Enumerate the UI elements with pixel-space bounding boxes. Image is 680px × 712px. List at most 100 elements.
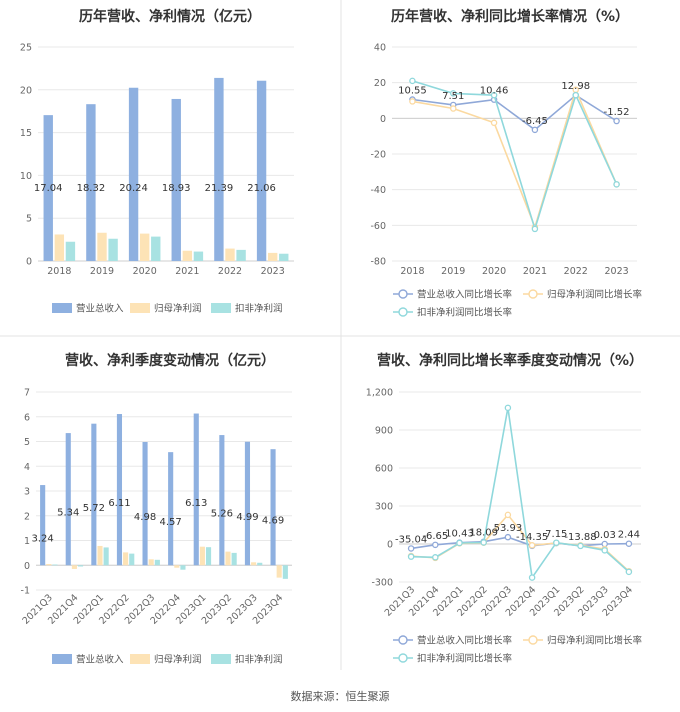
legend-label: 营业总收入 xyxy=(76,654,124,666)
line-data-label: -6.45 xyxy=(522,116,548,127)
point-dp_growth_line xyxy=(531,225,539,233)
bar-data-label: 21.39 xyxy=(205,183,234,194)
legend-marker xyxy=(398,653,408,663)
legend-swatch xyxy=(52,654,72,664)
bar-deducted_profit xyxy=(231,552,237,566)
legend-marker xyxy=(398,307,408,317)
bar-data-label: 20.24 xyxy=(119,183,148,194)
line-dp_growth_line xyxy=(411,407,630,580)
point-dp_growth_line xyxy=(553,539,560,546)
legend-marker xyxy=(528,635,538,645)
point-np_growth_line xyxy=(528,542,536,549)
line-data-label: -6.65 xyxy=(422,531,448,542)
bar-data-label: 4.98 xyxy=(134,512,156,523)
legend-swatch xyxy=(52,303,72,313)
legend-label: 扣非净利润同比增长率 xyxy=(417,653,513,665)
x-tick-label: 2022 xyxy=(564,266,588,277)
y-tick-label: 25 xyxy=(20,43,32,54)
y-tick-label: 3 xyxy=(24,487,30,498)
bar-revenue xyxy=(116,414,123,566)
y-tick-label: -20 xyxy=(370,150,386,161)
line-data-label: 12.98 xyxy=(561,81,590,92)
x-tick-label: 2023 xyxy=(261,266,285,277)
legend-marker xyxy=(528,289,538,299)
y-tick-label: 4 xyxy=(24,462,30,473)
y-tick-label: -60 xyxy=(370,221,386,232)
bar-deducted_profit xyxy=(154,559,160,566)
x-tick-label: 2019 xyxy=(441,266,465,277)
point-dp_growth_line xyxy=(407,553,415,560)
bar-net_profit xyxy=(267,252,278,261)
bar-revenue xyxy=(86,104,96,261)
bar-revenue xyxy=(193,413,199,566)
bar-net_profit xyxy=(139,233,150,261)
point-dp_growth_line xyxy=(613,181,620,188)
bar-net_profit xyxy=(46,564,52,566)
bar-data-label: 21.06 xyxy=(247,183,276,194)
line-data-label: 2.44 xyxy=(618,530,640,541)
y-tick-label: 20 xyxy=(374,78,386,89)
y-tick-label: 0 xyxy=(387,540,393,551)
x-tick-label: 2018 xyxy=(47,266,71,277)
bar-deducted_profit xyxy=(77,565,84,567)
bar-data-label: 18.32 xyxy=(77,183,106,194)
bar-data-label: 3.24 xyxy=(32,534,54,545)
line-data-label: 18.09 xyxy=(469,528,498,539)
y-tick-label: 1,200 xyxy=(366,388,393,399)
chart-annual-growth: 历年营收、净利同比增长率情况（%） -80 -60 -40 -20 0 20 40 2018 20… xyxy=(370,8,642,319)
chart-title: 历年营收、净利情况（亿元） xyxy=(79,8,261,25)
bar-revenue xyxy=(40,485,46,566)
y-tick-label: 0 xyxy=(24,561,30,572)
point-np_growth_line xyxy=(409,98,416,105)
line-data-label: 10.46 xyxy=(480,86,509,97)
chart-title: 历年营收、净利同比增长率情况（%） xyxy=(391,8,629,25)
point-np_growth_line xyxy=(449,105,457,112)
bar-data-label: 6.13 xyxy=(185,498,207,509)
x-tick-label: 2020 xyxy=(133,266,157,277)
legend-label: 扣非净利润 xyxy=(235,303,283,315)
bar-revenue xyxy=(244,441,251,566)
point-dp_growth_line xyxy=(528,574,536,581)
point-rev_growth_line xyxy=(601,540,608,548)
bar-data-label: 5.26 xyxy=(211,509,233,520)
point-rev_growth_line xyxy=(407,545,415,552)
point-dp_growth_line xyxy=(577,542,584,550)
line-data-label: 10.43 xyxy=(445,529,474,540)
point-rev_growth_line xyxy=(625,540,633,547)
x-tick-label: 2018 xyxy=(400,266,424,277)
y-tick-label: 2 xyxy=(24,511,30,522)
legend-label: 扣非净利润同比增长率 xyxy=(417,307,513,319)
legend-label: 归母净利润 xyxy=(154,303,202,315)
legend-marker xyxy=(398,635,408,645)
x-tick-label: 2019 xyxy=(90,266,114,277)
bar-revenue xyxy=(214,77,224,261)
point-dp_growth_line xyxy=(625,568,633,576)
legend-swatch xyxy=(130,303,150,313)
x-tick-label: 2022 xyxy=(218,266,242,277)
point-dp_growth_line xyxy=(480,539,487,546)
x-tick-label: 2021 xyxy=(175,266,199,277)
bar-revenue xyxy=(43,115,53,261)
bar-revenue xyxy=(168,452,174,566)
legend-label: 归母净利润同比增长率 xyxy=(547,635,643,647)
bar-data-label: 4.69 xyxy=(262,516,284,527)
bar-deducted_profit xyxy=(52,564,58,566)
point-rev_growth_line xyxy=(432,541,439,549)
bar-deducted_profit xyxy=(257,562,263,566)
bar-data-label: 6.11 xyxy=(108,498,130,509)
legend-label: 营业总收入同比增长率 xyxy=(417,635,513,647)
bar-net_profit xyxy=(276,565,282,578)
bar-net_profit xyxy=(225,248,235,261)
y-tick-label: 5 xyxy=(24,437,30,448)
bar-revenue xyxy=(219,435,225,566)
bar-data-label: 5.34 xyxy=(57,508,79,519)
legend-swatch xyxy=(211,303,231,313)
line-data-label: 0.03 xyxy=(594,530,616,541)
bar-net_profit xyxy=(97,545,103,566)
bar-net_profit xyxy=(225,551,231,566)
point-dp_growth_line xyxy=(504,404,512,412)
y-tick-label: 20 xyxy=(20,85,32,96)
bar-deducted_profit xyxy=(129,553,135,566)
bar-data-label: 17.04 xyxy=(34,183,63,194)
